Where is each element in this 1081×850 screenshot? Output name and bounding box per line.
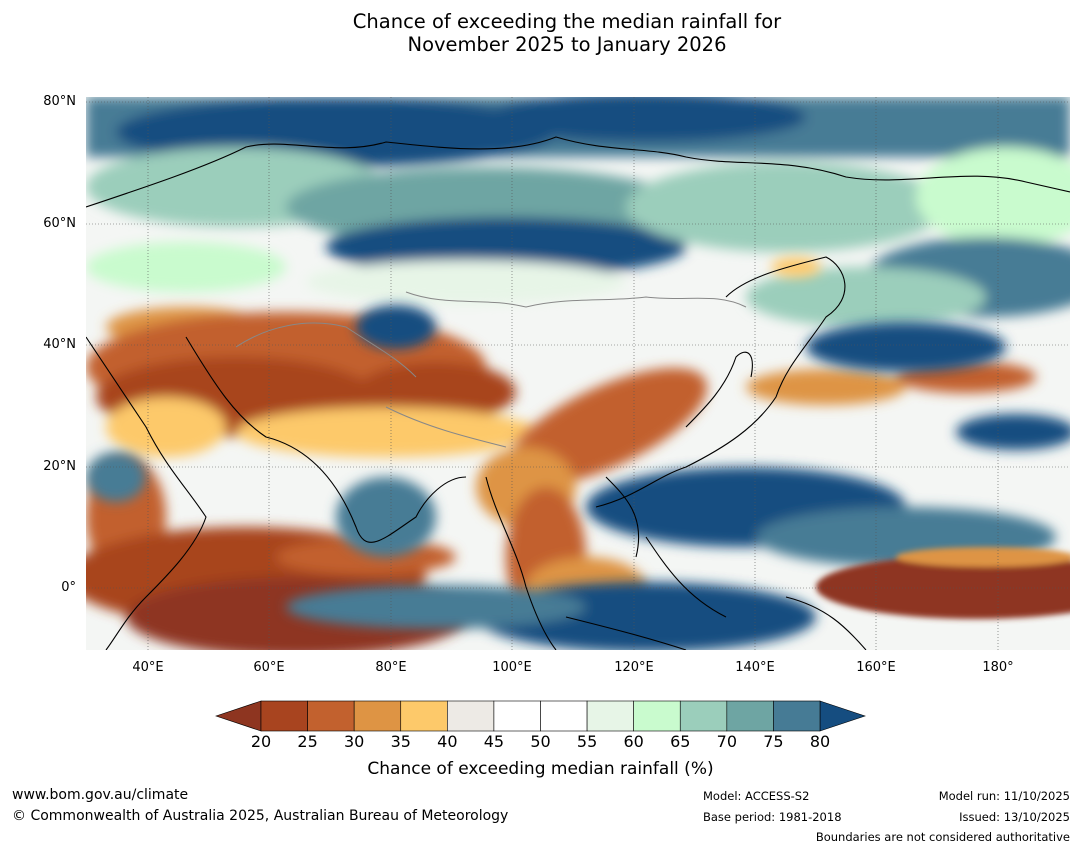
colorbar-tick-label: 25 (297, 732, 318, 751)
colorbar-segment (586, 700, 634, 732)
colorbar-segment (493, 700, 541, 732)
lon-label-40e: 40°E (132, 660, 164, 675)
colorbar-segment (679, 700, 728, 732)
map-canvas (86, 97, 1070, 650)
coastlines (86, 136, 1070, 650)
colorbar-tick-label: 80 (809, 732, 831, 751)
lon-label-120e: 120°E (614, 660, 654, 675)
title-line-2: November 2025 to January 2026 (407, 33, 727, 56)
colorbar-label: Chance of exceeding median rainfall (%) (367, 759, 714, 779)
lon-label-100e: 100°E (492, 660, 532, 675)
colorbar-tick-label: 55 (576, 732, 598, 751)
colorbar-tick-label: 20 (250, 732, 272, 751)
colorbar-tick-label: 75 (763, 732, 784, 751)
colorbar-segment (260, 700, 308, 732)
lat-label-40n: 40°N (43, 337, 76, 352)
lat-label-60n: 60°N (43, 216, 76, 231)
disclaimer-text: Boundaries are not considered authoritat… (815, 830, 1070, 844)
country-borders (235, 291, 747, 448)
lon-label-160e: 160°E (856, 660, 896, 675)
issued-text: Issued: 13/10/2025 (959, 810, 1070, 824)
model-text: Model: ACCESS-S2 (703, 789, 810, 803)
colorbar-high-extend (819, 700, 866, 732)
title-line-1: Chance of exceeding the median rainfall … (352, 10, 782, 33)
colorbar-segment (353, 700, 402, 732)
copyright-text: © Commonwealth of Australia 2025, Austra… (12, 808, 509, 824)
lon-label-80e: 80°E (375, 660, 407, 675)
colorbar-low-extend (215, 700, 262, 732)
graticule (86, 97, 1070, 650)
colorbar-segment (773, 700, 821, 732)
website-link[interactable]: www.bom.gov.au/climate (12, 787, 189, 803)
colorbar-tick-label: 70 (716, 732, 737, 751)
colorbar-segment (400, 700, 448, 732)
colorbar-tick-label: 30 (343, 732, 365, 751)
lon-label-60e: 60°E (253, 660, 285, 675)
colorbar-svg (215, 700, 866, 732)
colorbar (215, 700, 867, 790)
colorbar-tick-label: 40 (437, 732, 458, 751)
lon-label-180: 180° (982, 660, 1014, 675)
lat-label-0: 0° (61, 580, 76, 595)
lon-label-140e: 140°E (735, 660, 775, 675)
map-title: Chance of exceeding the median rainfall … (0, 10, 1081, 56)
lat-label-80n: 80°N (43, 94, 76, 109)
colorbar-tick-label: 50 (530, 732, 551, 751)
colorbar-tick-label: 45 (483, 732, 505, 751)
colorbar-segment (540, 700, 588, 732)
rainfall-map (86, 97, 1070, 650)
rainfall-field (86, 97, 1070, 650)
colorbar-segment (726, 700, 774, 732)
model-run-text: Model run: 11/10/2025 (938, 789, 1070, 803)
colorbar-segment (307, 700, 355, 732)
lat-label-20n: 20°N (43, 459, 76, 474)
colorbar-tick-label: 65 (670, 732, 691, 751)
colorbar-tick-label: 60 (623, 732, 644, 751)
base-period-text: Base period: 1981-2018 (703, 810, 842, 824)
colorbar-tick-label: 35 (390, 732, 411, 751)
colorbar-segment (633, 700, 681, 732)
colorbar-segment (447, 700, 495, 732)
